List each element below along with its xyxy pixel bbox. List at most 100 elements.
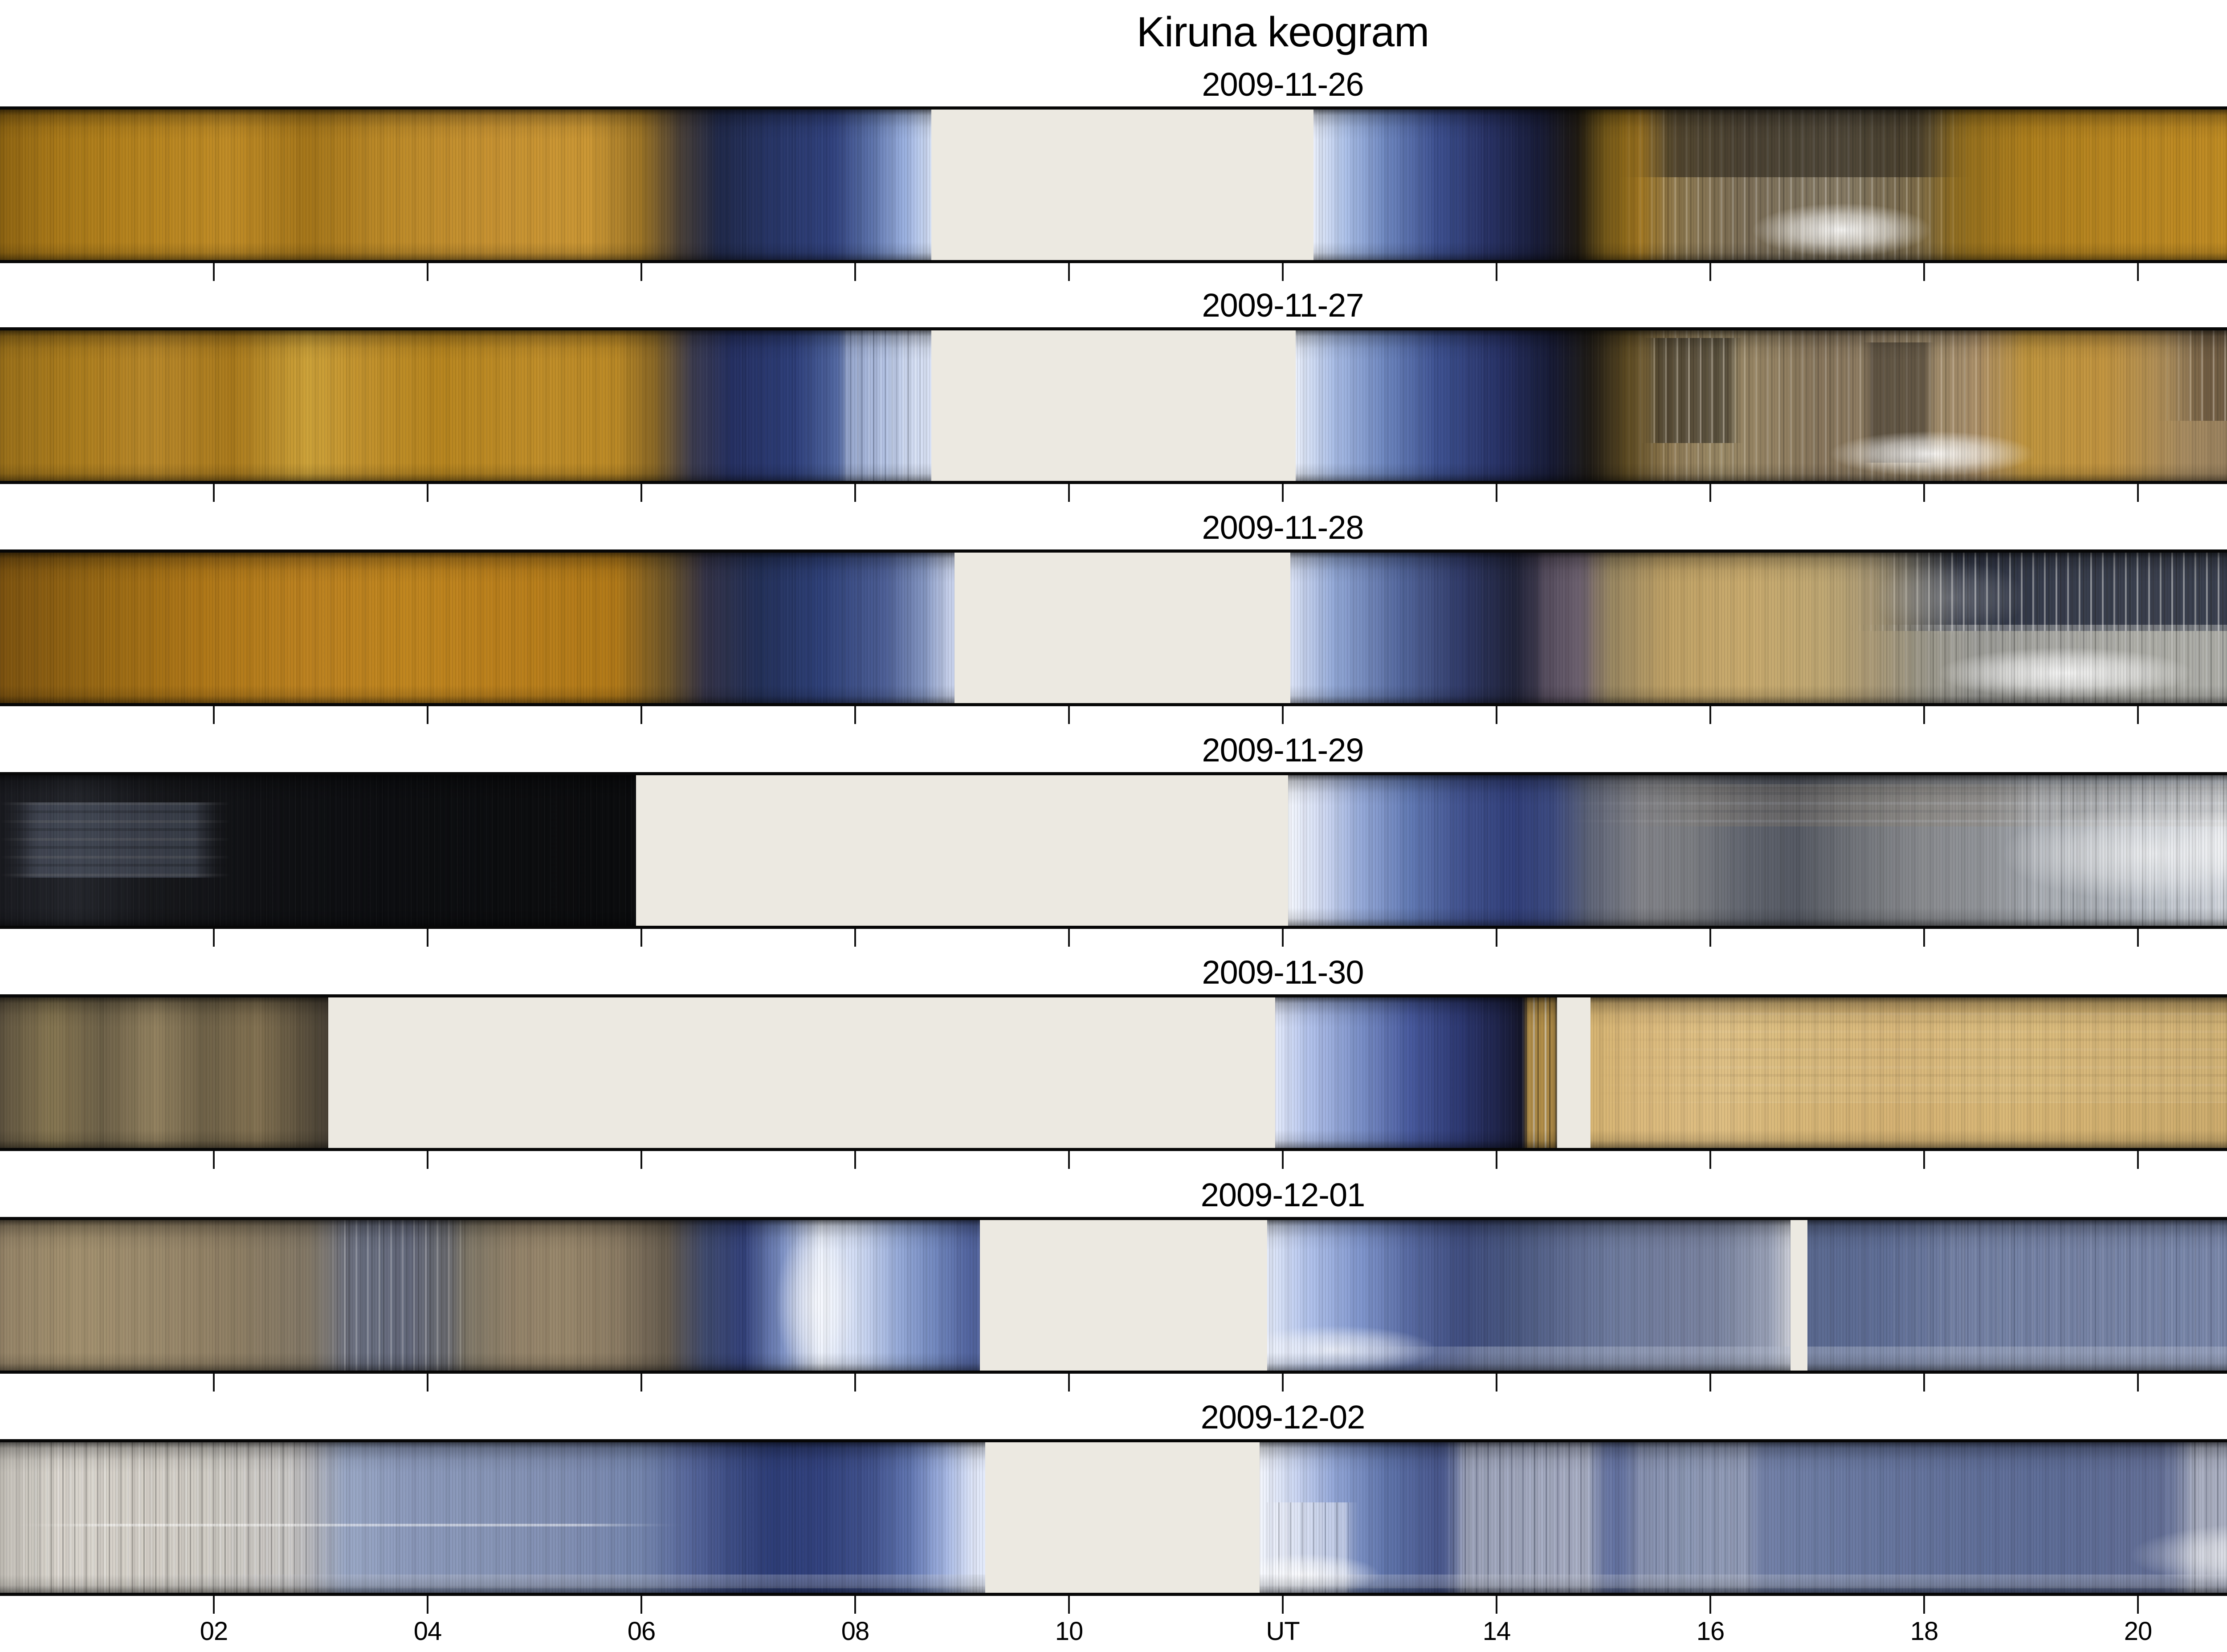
keogram-strip xyxy=(0,994,2227,1151)
data-gap xyxy=(931,330,1296,481)
keogram-strip xyxy=(0,549,2227,706)
axis-tick xyxy=(213,484,215,502)
axis-tick-label: 10 xyxy=(1055,1617,1084,1646)
axis-tick xyxy=(427,484,428,502)
data-gap xyxy=(636,775,1288,926)
axis-tick xyxy=(1496,929,1497,947)
axis-tick xyxy=(640,1596,642,1614)
axis-tick xyxy=(427,929,428,947)
figure-title: Kiruna keogram xyxy=(1136,8,1430,56)
axis-tick xyxy=(1709,263,1711,281)
axis-tick xyxy=(640,1374,642,1392)
time-axis: 0204060810UT1416182022 xyxy=(0,1616,2227,1648)
axis-tick xyxy=(1282,484,1284,502)
axis-tick xyxy=(854,1374,856,1392)
panel-date-label: 2009-12-01 xyxy=(1200,1176,1366,1213)
axis-tick-label: 18 xyxy=(1910,1617,1939,1646)
axis-tick xyxy=(427,1596,428,1614)
axis-tick xyxy=(854,1151,856,1169)
axis-tick xyxy=(1496,1596,1497,1614)
axis-tick xyxy=(1923,484,1925,502)
axis-tick xyxy=(854,484,856,502)
axis-tick xyxy=(854,1596,856,1614)
tick-row xyxy=(0,1596,2227,1615)
axis-tick xyxy=(2137,706,2139,724)
axis-tick xyxy=(1282,1374,1284,1392)
axis-tick xyxy=(2137,929,2139,947)
axis-tick xyxy=(427,706,428,724)
axis-unit-label: UT xyxy=(1266,1617,1300,1646)
axis-tick xyxy=(1709,484,1711,502)
axis-tick-label: 14 xyxy=(1482,1617,1511,1646)
axis-tick xyxy=(1923,263,1925,281)
axis-tick xyxy=(1923,1374,1925,1392)
axis-tick xyxy=(1496,706,1497,724)
axis-tick-label: 02 xyxy=(200,1617,228,1646)
keogram-strip xyxy=(0,327,2227,484)
tick-row xyxy=(0,484,2227,503)
axis-tick xyxy=(1068,263,1070,281)
axis-tick xyxy=(640,706,642,724)
data-gap xyxy=(954,553,1291,703)
panel-date-label: 2009-11-28 xyxy=(1202,509,1364,546)
axis-tick xyxy=(2137,263,2139,281)
axis-tick xyxy=(854,263,856,281)
axis-tick xyxy=(1496,263,1497,281)
axis-tick-label: 04 xyxy=(413,1617,442,1646)
axis-tick xyxy=(2137,1151,2139,1169)
axis-tick-label: 16 xyxy=(1696,1617,1725,1646)
axis-tick xyxy=(640,1151,642,1169)
axis-tick xyxy=(1068,1151,1070,1169)
axis-tick xyxy=(1282,1596,1284,1614)
keogram-strip xyxy=(0,106,2227,263)
data-gap xyxy=(1557,997,1591,1148)
axis-tick xyxy=(1068,1596,1070,1614)
keogram-strip xyxy=(0,772,2227,929)
axis-tick xyxy=(1068,1374,1070,1392)
axis-tick xyxy=(427,263,428,281)
data-gap xyxy=(980,1220,1268,1371)
axis-tick xyxy=(1923,929,1925,947)
panel-date-label: 2009-12-02 xyxy=(1200,1399,1366,1436)
axis-tick xyxy=(213,1374,215,1392)
tick-row xyxy=(0,1151,2227,1170)
axis-tick xyxy=(640,484,642,502)
axis-tick xyxy=(213,706,215,724)
axis-tick-label: 06 xyxy=(627,1617,656,1646)
axis-tick xyxy=(1709,929,1711,947)
axis-tick xyxy=(854,929,856,947)
tick-row xyxy=(0,1374,2227,1392)
keogram-strip xyxy=(0,1439,2227,1596)
axis-tick xyxy=(213,929,215,947)
tick-row xyxy=(0,706,2227,725)
axis-tick xyxy=(1923,1151,1925,1169)
axis-tick xyxy=(1923,706,1925,724)
keogram-strip xyxy=(0,1217,2227,1374)
panel-date-label: 2009-11-26 xyxy=(1202,66,1364,103)
data-gap xyxy=(985,1442,1260,1593)
axis-tick-label: 20 xyxy=(2124,1617,2153,1646)
axis-tick xyxy=(1496,1151,1497,1169)
axis-tick xyxy=(1709,706,1711,724)
axis-tick xyxy=(427,1374,428,1392)
axis-tick xyxy=(1068,706,1070,724)
axis-tick xyxy=(2137,1596,2139,1614)
data-gap xyxy=(1791,1220,1807,1371)
axis-tick xyxy=(1496,484,1497,502)
axis-tick xyxy=(1282,929,1284,947)
axis-tick xyxy=(640,929,642,947)
axis-tick xyxy=(1068,484,1070,502)
axis-tick xyxy=(1709,1596,1711,1614)
tick-row xyxy=(0,929,2227,948)
axis-tick xyxy=(1496,1374,1497,1392)
data-gap xyxy=(931,110,1314,260)
axis-tick xyxy=(1282,263,1284,281)
panel-date-label: 2009-11-30 xyxy=(1202,954,1364,991)
axis-tick xyxy=(427,1151,428,1169)
axis-tick xyxy=(213,1596,215,1614)
axis-tick xyxy=(213,263,215,281)
axis-tick xyxy=(2137,1374,2139,1392)
data-gap xyxy=(328,997,1275,1148)
axis-tick xyxy=(2137,484,2139,502)
